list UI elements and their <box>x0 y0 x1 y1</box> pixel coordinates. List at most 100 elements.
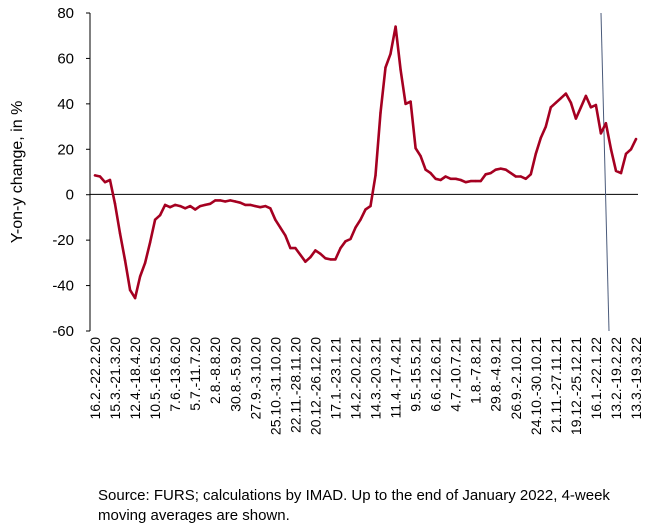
x-tick-label: 25.10.-31.10.20 <box>267 337 283 435</box>
y-tick-label: 0 <box>66 187 74 204</box>
data-point <box>599 132 603 135</box>
data-point <box>148 241 152 244</box>
data-point <box>589 106 593 109</box>
data-point <box>289 246 292 250</box>
data-point <box>324 257 327 260</box>
y-tick-label: -60 <box>52 323 74 340</box>
data-point <box>244 203 247 207</box>
data-point <box>459 178 462 182</box>
data-point <box>108 178 112 182</box>
data-point <box>494 168 497 171</box>
data-point <box>133 296 137 300</box>
data-point <box>184 207 187 210</box>
x-tick-label: 20.12.-26.12.20 <box>307 337 323 435</box>
data-point <box>163 203 167 207</box>
data-point <box>499 167 502 170</box>
data-point <box>179 204 182 208</box>
data-point <box>359 218 362 221</box>
chart-axes <box>89 13 638 331</box>
data-point <box>259 206 262 209</box>
data-point <box>419 154 422 158</box>
data-point <box>229 199 232 202</box>
data-point <box>284 234 287 237</box>
x-tick-label: 12.4.-18.4.20 <box>127 337 143 420</box>
data-point <box>299 253 302 257</box>
x-tick-label: 19.12.-25.12.21 <box>568 337 584 435</box>
data-point <box>619 171 623 175</box>
data-point <box>264 204 267 208</box>
data-point <box>204 203 207 207</box>
y-tick-label: -20 <box>52 232 74 249</box>
data-point <box>594 103 598 107</box>
data-point <box>354 226 357 229</box>
data-point <box>474 179 477 183</box>
data-point <box>624 152 628 155</box>
x-tick-label: 9.5.-15.5.21 <box>408 337 424 412</box>
y-tick-label: -40 <box>52 278 74 295</box>
x-tick-label: 14.3.-20.3.21 <box>368 337 384 420</box>
data-point <box>534 152 537 155</box>
data-point <box>374 174 377 177</box>
data-point <box>319 252 322 255</box>
data-point <box>514 175 517 178</box>
data-point <box>379 111 382 115</box>
data-point <box>344 240 347 243</box>
data-point <box>444 175 447 178</box>
data-point <box>504 168 507 171</box>
data-point <box>314 249 317 252</box>
y-axis-label: Y-on-y change, in % <box>9 101 26 244</box>
data-point <box>484 173 487 176</box>
data-point <box>123 259 127 262</box>
data-point <box>614 169 618 173</box>
data-point <box>194 208 197 211</box>
data-point <box>394 25 397 28</box>
data-point <box>519 175 522 178</box>
data-point <box>234 200 237 203</box>
data-point <box>199 204 202 208</box>
data-point <box>304 260 307 263</box>
data-point <box>549 106 552 109</box>
x-tick-label: 6.6.-12.6.21 <box>428 337 444 412</box>
series-points <box>93 25 638 300</box>
x-tick-label: 22.11.-28.11.20 <box>287 337 303 433</box>
data-point <box>399 68 402 72</box>
data-point <box>128 288 132 292</box>
data-point <box>554 101 558 104</box>
data-point <box>414 147 417 150</box>
data-point <box>239 201 242 204</box>
source-note: Source: FURS; calculations by IMAD. Up t… <box>98 487 610 524</box>
x-tick-label: 13.3.-19.3.22 <box>628 337 644 420</box>
data-point <box>574 117 578 120</box>
data-point <box>143 261 147 265</box>
x-tick-label: 14.2.-20.2.21 <box>347 337 363 420</box>
data-point <box>404 102 407 106</box>
y-tick-labels: -60 -40 -20 0 20 40 60 80 <box>52 5 90 340</box>
data-point <box>429 171 432 175</box>
data-point <box>138 275 142 278</box>
x-tick-label: 13.2.-19.2.22 <box>608 337 624 420</box>
data-point <box>434 177 437 180</box>
data-point <box>509 171 512 175</box>
y-tick-label: 80 <box>57 5 74 22</box>
data-point <box>529 173 532 176</box>
data-point <box>364 208 367 211</box>
data-point <box>329 258 332 261</box>
x-tick-labels: 16.2.-22.2.20 15.3.-21.3.20 12.4.-18.4.20 1… <box>87 337 644 435</box>
data-point <box>629 148 633 151</box>
data-point <box>118 232 122 235</box>
data-point <box>309 256 312 259</box>
x-tick-label: 27.9.-3.10.20 <box>247 337 263 420</box>
data-point <box>173 203 177 207</box>
data-point <box>584 94 588 98</box>
data-point <box>279 226 282 229</box>
data-point <box>464 181 467 184</box>
x-tick-label: 11.4.-17.4.21 <box>388 337 404 419</box>
x-tick-label: 16.2.-22.2.20 <box>87 337 103 420</box>
data-point <box>269 207 272 210</box>
data-point <box>409 100 412 103</box>
x-tick-label: 24.10.-30.10.21 <box>528 337 544 435</box>
y-tick-label: 40 <box>57 96 74 113</box>
data-point <box>214 199 217 202</box>
data-point <box>113 202 117 205</box>
data-point <box>93 174 97 177</box>
